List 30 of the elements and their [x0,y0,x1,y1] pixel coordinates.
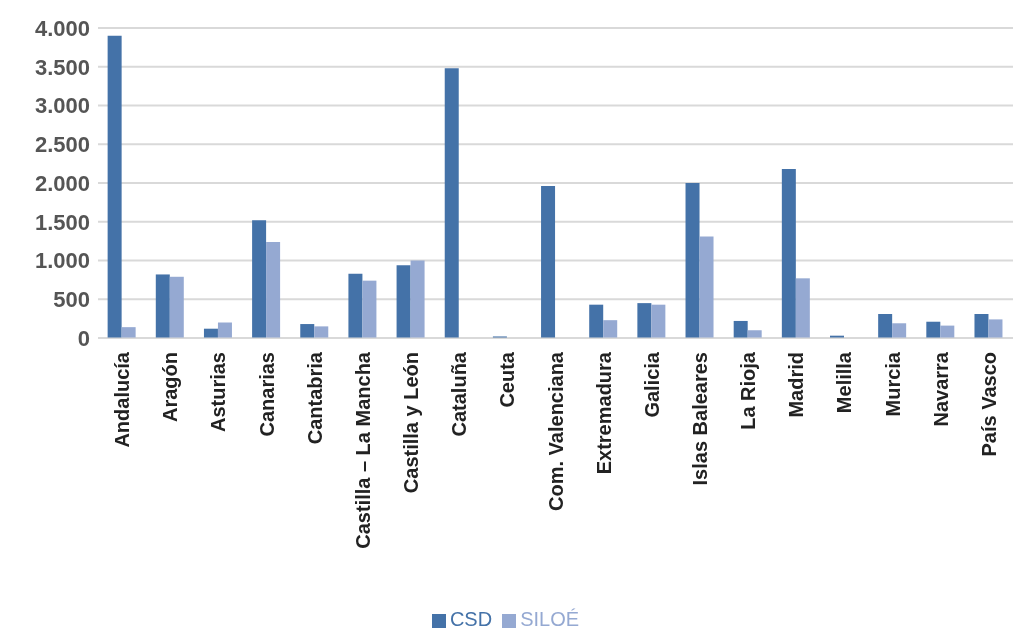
x-tick-label: Aragón [159,352,182,422]
y-tick-label: 2.000 [34,170,90,196]
y-tick-label: 2.500 [34,132,90,158]
x-tick-label: Cataluña [448,351,471,437]
x-tick-label: Murcia [881,351,904,417]
x-tick-label: Castilla – La Mancha [351,351,374,549]
x-tick-label: Navarra [929,351,952,427]
x-tick-label: Andalucía [111,351,134,448]
x-tick-label: La Rioja [737,351,760,430]
x-tick-label: Canarias [255,352,278,437]
y-tick-label: 3.500 [34,54,90,80]
x-tick-label: Cantabria [303,351,326,445]
y-tick-label: 500 [53,287,90,313]
x-tick-label: Islas Baleares [688,352,711,486]
y-tick-label: 3.000 [34,93,90,119]
legend-label: SILOÉ [520,608,580,630]
x-tick-label: Madrid [785,352,808,418]
x-tick-label: Asturias [207,352,230,433]
x-tick-label: Extremadura [592,351,615,475]
x-tick-label: Ceuta [496,351,519,408]
y-tick-label: 0 [77,325,90,351]
legend-label: CSD [449,608,493,630]
x-tick-label: Galicia [640,351,663,418]
x-tick-label: Melilla [833,351,856,414]
x-tick-label: Castilla y León [400,352,423,494]
x-tick-label: Com. Valenciana [544,351,567,511]
x-tick-label: País Vasco [977,352,1000,457]
y-tick-label: 1.500 [34,209,90,235]
y-tick-label: 1.000 [34,248,90,274]
y-tick-label: 4.000 [34,15,90,41]
